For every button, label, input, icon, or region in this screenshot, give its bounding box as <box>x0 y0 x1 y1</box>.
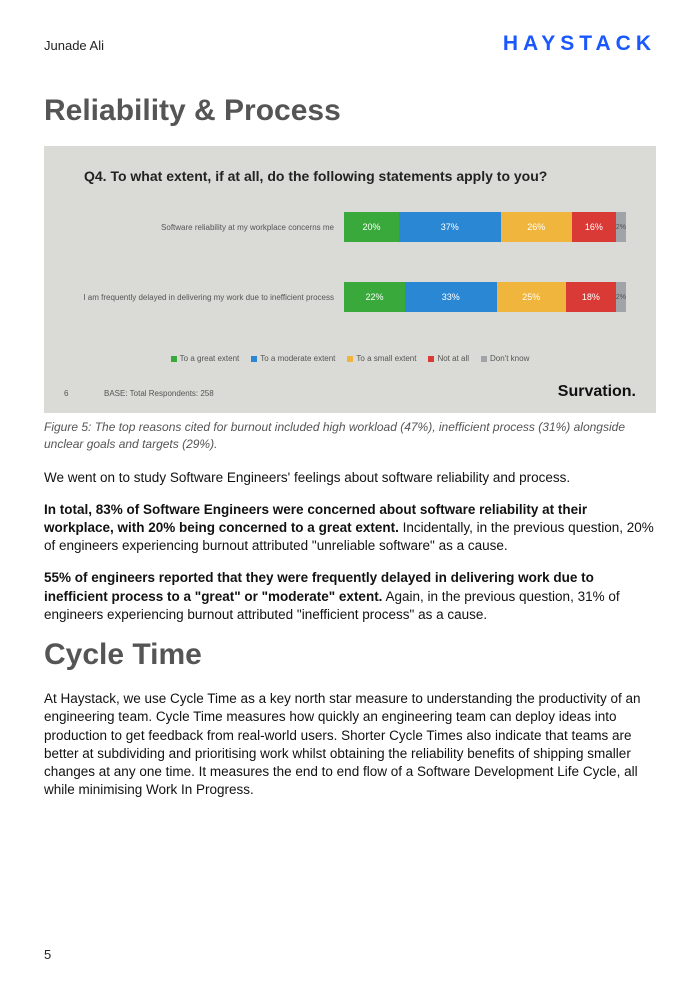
bar-segment: 37% <box>399 212 501 242</box>
bar-segment: 20% <box>344 212 399 242</box>
bar-segment: 26% <box>501 212 572 242</box>
body-paragraph: At Haystack, we use Cycle Time as a key … <box>44 690 656 799</box>
page: Junade Ali HAYSTACK Reliability & Proces… <box>0 0 700 990</box>
legend-label: Not at all <box>437 354 469 363</box>
slide-number: 6 <box>64 389 84 398</box>
chart-row: I am frequently delayed in delivering my… <box>74 282 626 312</box>
legend-label: Don't know <box>490 354 529 363</box>
figure-caption: Figure 5: The top reasons cited for burn… <box>44 419 656 453</box>
figure-5-chart: Q4. To what extent, if at all, do the fo… <box>44 146 656 413</box>
body-paragraph: In total, 83% of Software Engineers were… <box>44 501 656 556</box>
page-header: Junade Ali HAYSTACK <box>44 32 656 56</box>
base-respondents: BASE: Total Respondents: 258 <box>84 389 558 398</box>
page-number: 5 <box>44 947 51 962</box>
chart-legend: To a great extent To a moderate extent T… <box>44 352 656 383</box>
body-paragraph: We went on to study Software Engineers' … <box>44 469 656 487</box>
bar-segment: 18% <box>566 282 616 312</box>
bar-segment: 2% <box>616 282 626 312</box>
body-paragraph: 55% of engineers reported that they were… <box>44 569 656 624</box>
survation-logo: Survation. <box>558 383 636 401</box>
chart-row: Software reliability at my workplace con… <box>74 212 626 242</box>
legend-item: To a moderate extent <box>251 354 335 363</box>
bar-segment: 33% <box>405 282 497 312</box>
legend-label: To a great extent <box>180 354 240 363</box>
chart-title: Q4. To what extent, if at all, do the fo… <box>44 158 656 202</box>
bar-segment: 2% <box>616 212 626 242</box>
legend-item: Not at all <box>428 354 469 363</box>
bar-segment: 22% <box>344 282 405 312</box>
bar-segment: 16% <box>572 212 616 242</box>
legend-label: To a small extent <box>356 354 416 363</box>
row-label: I am frequently delayed in delivering my… <box>74 293 344 302</box>
stacked-bar: 22% 33% 25% 18% 2% <box>344 282 626 312</box>
legend-item: To a small extent <box>347 354 416 363</box>
stacked-bar: 20% 37% 26% 16% 2% <box>344 212 626 242</box>
legend-item: To a great extent <box>171 354 240 363</box>
author-name: Junade Ali <box>44 38 104 53</box>
legend-item: Don't know <box>481 354 529 363</box>
legend-label: To a moderate extent <box>260 354 335 363</box>
stacked-bar-area: Software reliability at my workplace con… <box>44 202 656 312</box>
section-title-reliability: Reliability & Process <box>44 94 656 128</box>
haystack-logo: HAYSTACK <box>503 32 656 56</box>
chart-footer: 6 BASE: Total Respondents: 258 Survation… <box>44 383 656 405</box>
bar-segment: 25% <box>497 282 566 312</box>
section-title-cycletime: Cycle Time <box>44 638 656 672</box>
row-label: Software reliability at my workplace con… <box>74 223 344 232</box>
